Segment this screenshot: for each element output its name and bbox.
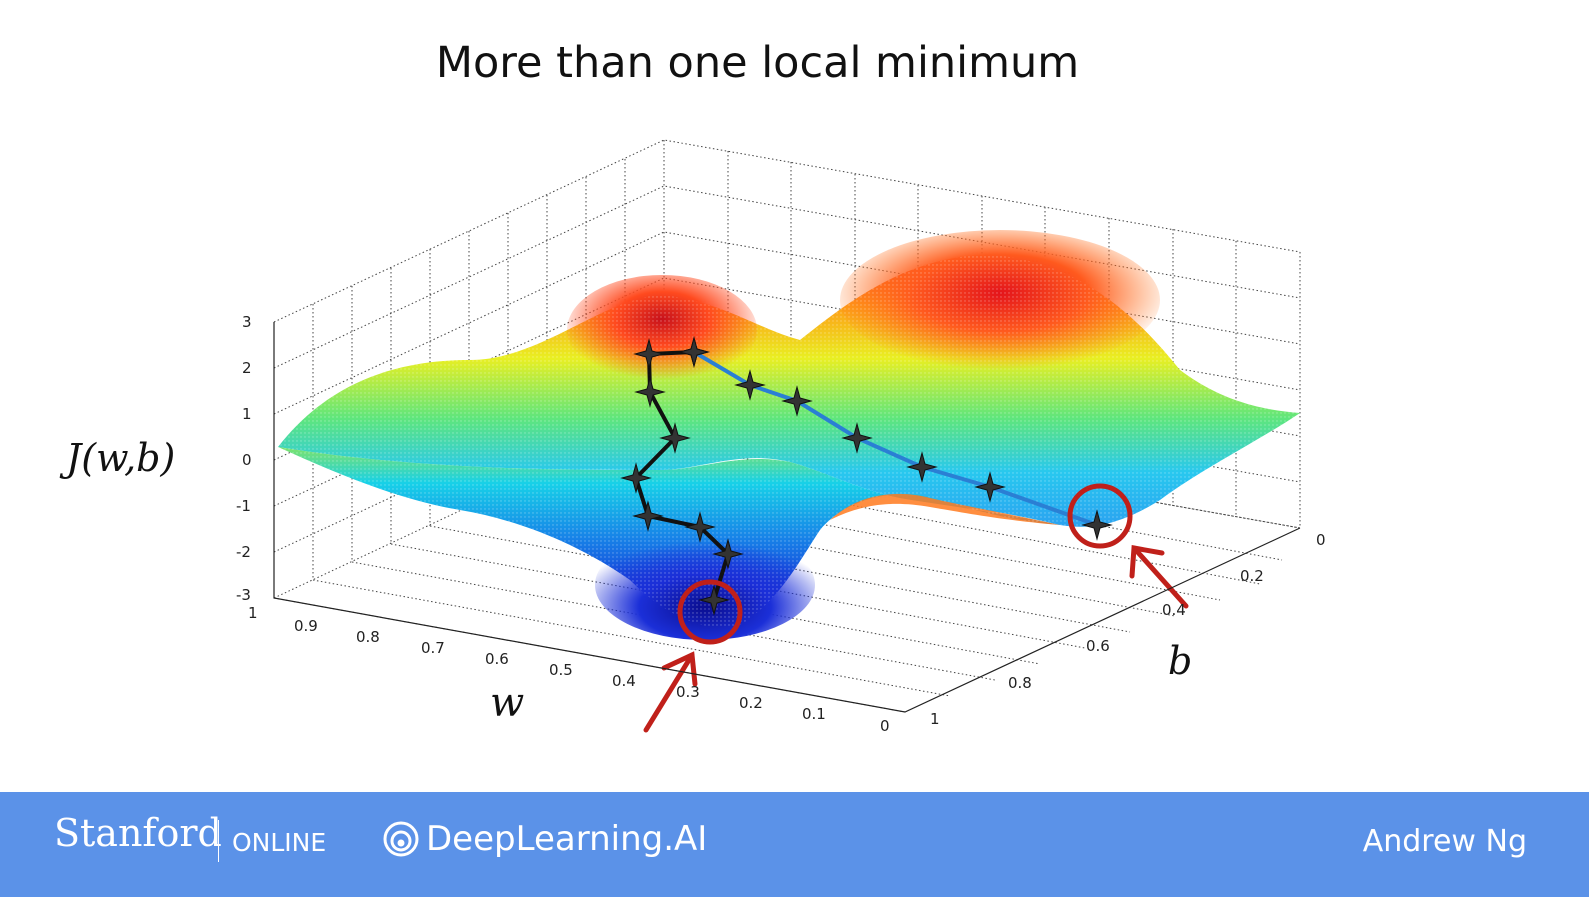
b-tick: 1	[930, 710, 940, 728]
step-marker	[974, 471, 1006, 503]
w-tick: 0.8	[356, 628, 380, 646]
slide-title: More than one local minimum	[435, 38, 1080, 88]
descent-step-markers	[620, 336, 1113, 616]
w-axis-ticks: 1 0.9 0.8 0.7 0.6 0.5 0.4 0.3 0.2 0.1 0	[248, 604, 890, 735]
step-marker	[712, 538, 744, 570]
w-tick: 0.1	[802, 705, 826, 723]
z-axis-label: J(w,b)	[59, 436, 175, 480]
logo-divider	[218, 820, 219, 862]
b-tick: 0	[1316, 531, 1326, 549]
w-tick: 0.2	[739, 694, 763, 712]
arrow-right	[1129, 545, 1189, 609]
cost-surface	[278, 230, 1300, 640]
w-axis-label: w	[490, 680, 524, 726]
online-label: ONLINE	[232, 828, 327, 857]
step-marker	[684, 511, 716, 543]
step-marker	[781, 385, 813, 417]
z-tick: -3	[236, 586, 251, 604]
step-marker	[906, 451, 938, 483]
b-axis-label: b	[1168, 639, 1192, 683]
footer-bar: Stanford ONLINE DeepLearning.AI Andrew N…	[0, 792, 1589, 897]
step-marker	[632, 500, 664, 532]
w-tick: 0	[880, 717, 890, 735]
deeplearning-icon	[383, 821, 419, 857]
stanford-logo: Stanford	[54, 811, 222, 855]
w-tick: 0.4	[612, 672, 636, 690]
step-marker	[659, 422, 691, 454]
step-marker	[633, 338, 665, 370]
axis-lines	[273, 322, 1301, 713]
step-marker	[1081, 509, 1113, 541]
w-tick: 1	[248, 604, 258, 622]
local-minimum-circle-left	[677, 579, 743, 645]
b-tick: 0.2	[1240, 567, 1264, 585]
z-tick: 1	[242, 405, 252, 423]
b-tick: 0.6	[1086, 637, 1110, 655]
step-marker	[620, 462, 652, 494]
step-marker	[698, 584, 730, 616]
step-marker	[634, 376, 666, 408]
w-tick: 0.5	[549, 661, 573, 679]
w-tick: 0.6	[485, 650, 509, 668]
step-marker	[734, 369, 766, 401]
z-tick: -1	[236, 497, 251, 515]
step-marker	[841, 422, 873, 454]
z-tick: 3	[242, 313, 252, 331]
b-axis-ticks: 0 0.2 0.4 0.6 0.8 1	[930, 531, 1326, 728]
z-tick: 2	[242, 359, 252, 377]
deeplearning-brand: DeepLearning.AI	[426, 819, 708, 859]
w-tick: 0.9	[294, 617, 318, 635]
z-tick: -2	[236, 543, 251, 561]
step-marker	[678, 336, 710, 368]
b-tick: 0.8	[1008, 674, 1032, 692]
surface-plot: 3 2 1 0 -1 -2 -3 1 0.9 0.8 0.7 0.6 0.5 0…	[59, 139, 1326, 735]
z-axis-ticks: 3 2 1 0 -1 -2 -3	[236, 313, 252, 604]
w-tick: 0.7	[421, 639, 445, 657]
local-minimum-circle-right	[1067, 483, 1133, 549]
z-tick: 0	[242, 451, 252, 469]
b-tick: 0.4	[1162, 601, 1186, 619]
w-tick: 0.3	[676, 683, 700, 701]
presenter-name: Andrew Ng	[1362, 824, 1527, 859]
